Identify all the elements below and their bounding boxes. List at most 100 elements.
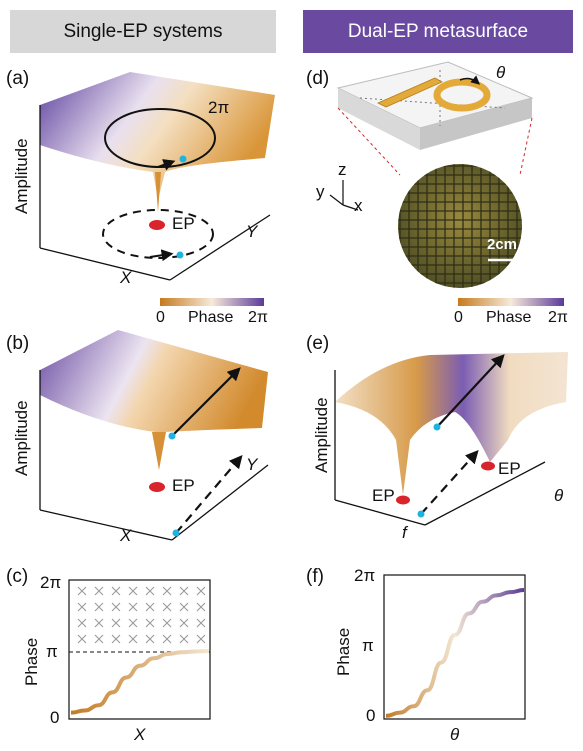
panel-a-dashed-arrow: [149, 249, 174, 262]
panel-a-axes: [39, 105, 271, 281]
panel-c-frame: [68, 579, 211, 720]
panel-a-ep-label: EP: [172, 214, 195, 233]
cross-mark: [145, 602, 155, 612]
colorbar-right-max: 2π: [548, 309, 568, 326]
panel-b-cyan-dot-bottom: [172, 529, 180, 537]
panel-e-ep-dot-right: [481, 461, 495, 471]
panel-b-arrow: [171, 367, 241, 437]
panel-a-ylabel: Amplitude: [12, 138, 31, 214]
panel-d-scale-label: 2cm: [487, 236, 518, 253]
panel-c-ytick-0: 0: [50, 708, 60, 727]
panel-b-ep-dot: [149, 482, 165, 492]
colorbar-right: [458, 298, 564, 306]
panel-a-loop-label: 2π: [208, 98, 230, 117]
panel-f-phase-curve: [385, 588, 525, 718]
panel-b-cyan-dot-top: [168, 432, 176, 440]
panel-d-angle-label: θ: [496, 63, 506, 82]
cross-mark: [94, 634, 104, 644]
panel-c-forbidden-crosses: [77, 586, 206, 644]
cross-mark: [77, 602, 87, 612]
panel-b-ylabel: Amplitude: [12, 400, 31, 476]
panel-a-cyan-dot-bottom: [176, 251, 184, 259]
panel-f-frame: [383, 574, 526, 720]
colorbar-left: [160, 298, 264, 306]
panel-d-axis-z: z: [338, 160, 347, 179]
cross-mark: [196, 602, 206, 612]
panel-d-photo: [398, 164, 522, 288]
cross-mark: [196, 618, 206, 628]
panel-c-ylabel: Phase: [22, 637, 41, 686]
panel-e-ylabel: Amplitude: [312, 397, 331, 473]
panel-b-surface: [40, 330, 268, 470]
panel-c-ytick-pi: π: [46, 642, 58, 661]
colorbar-right-title: Phase: [486, 309, 532, 326]
panel-f-ytick-0: 0: [366, 706, 376, 725]
panel-c-phase-curve: [70, 649, 210, 715]
cross-mark: [111, 634, 121, 644]
panel-e-cyan-dot-top: [433, 423, 441, 431]
colorbar-left-max: 2π: [248, 309, 268, 326]
cross-mark: [77, 618, 87, 628]
cross-mark: [111, 618, 121, 628]
panel-a-dashed-loop: [102, 209, 214, 259]
cross-mark: [128, 634, 138, 644]
cross-mark: [111, 602, 121, 612]
panel-d-red-link-right: [519, 117, 533, 176]
cross-mark: [128, 602, 138, 612]
panel-e-dashed-arrow: [420, 450, 479, 515]
cross-mark: [179, 618, 189, 628]
cross-mark: [179, 602, 189, 612]
cross-mark: [196, 586, 206, 596]
panel-c-label: (c): [6, 566, 29, 587]
panel-b-dashed-arrow: [175, 454, 243, 534]
panel-a-cyan-dot-top: [179, 155, 187, 163]
panel-a-loop-arrow: [157, 159, 176, 171]
cross-mark: [128, 586, 138, 596]
panel-b-xlabel: X: [120, 526, 132, 545]
panel-d-coord-axes: [329, 180, 359, 211]
panel-e-label: (e): [306, 333, 330, 354]
panel-a-ep-dot: [149, 220, 165, 230]
cross-mark: [196, 634, 206, 644]
panel-e-cyan-dot-bottom: [417, 510, 425, 518]
panel-c-xlabel: X: [134, 725, 146, 744]
cross-mark: [179, 634, 189, 644]
panel-e-ep-right-label: EP: [498, 459, 521, 478]
panel-c-ytick-2pi: 2π: [40, 573, 62, 592]
cross-mark: [162, 586, 172, 596]
panel-b-ep-label: EP: [172, 476, 195, 495]
panel-e-arrow: [436, 354, 505, 428]
panel-a-surface: [40, 72, 275, 212]
cross-mark: [179, 586, 189, 596]
panel-e-ep-left-label: EP: [372, 486, 395, 505]
panel-d-device: [336, 61, 534, 150]
panel-b-zlabel: Y: [246, 455, 258, 474]
cross-mark: [94, 586, 104, 596]
header-dual-ep: Dual-EP metasurface: [303, 10, 573, 53]
panel-f-xlabel: θ: [450, 725, 460, 744]
colorbar-right-min: 0: [454, 309, 463, 326]
panel-b-axes: [39, 370, 269, 541]
colorbar-left-min: 0: [156, 309, 165, 326]
cross-mark: [128, 618, 138, 628]
panel-e-zlabel: θ: [554, 486, 564, 505]
cross-mark: [111, 586, 121, 596]
panel-a-label: (a): [6, 68, 30, 89]
panel-e-xlabel: f: [402, 523, 407, 542]
panel-e-surface: [335, 352, 568, 495]
panel-e-ep-dot-left: [396, 495, 410, 505]
header-single-ep: Single-EP systems: [10, 10, 276, 53]
panel-d-label: (d): [306, 68, 330, 89]
panel-f-label: (f): [306, 566, 324, 587]
cross-mark: [77, 586, 87, 596]
cross-mark: [94, 602, 104, 612]
cross-mark: [162, 602, 172, 612]
panel-e-axes: [334, 370, 546, 526]
panel-d-axis-x: x: [354, 196, 363, 215]
cross-mark: [162, 618, 172, 628]
cross-mark: [145, 586, 155, 596]
cross-mark: [145, 618, 155, 628]
panel-f-ytick-2pi: 2π: [354, 566, 376, 585]
panel-f-ylabel: Phase: [334, 627, 353, 676]
